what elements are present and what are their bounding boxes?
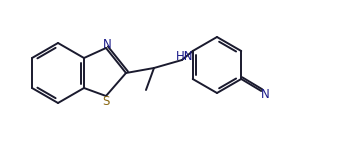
Text: N: N — [261, 87, 269, 100]
Text: HN: HN — [176, 51, 194, 63]
Text: S: S — [102, 94, 110, 108]
Text: N: N — [103, 39, 111, 51]
